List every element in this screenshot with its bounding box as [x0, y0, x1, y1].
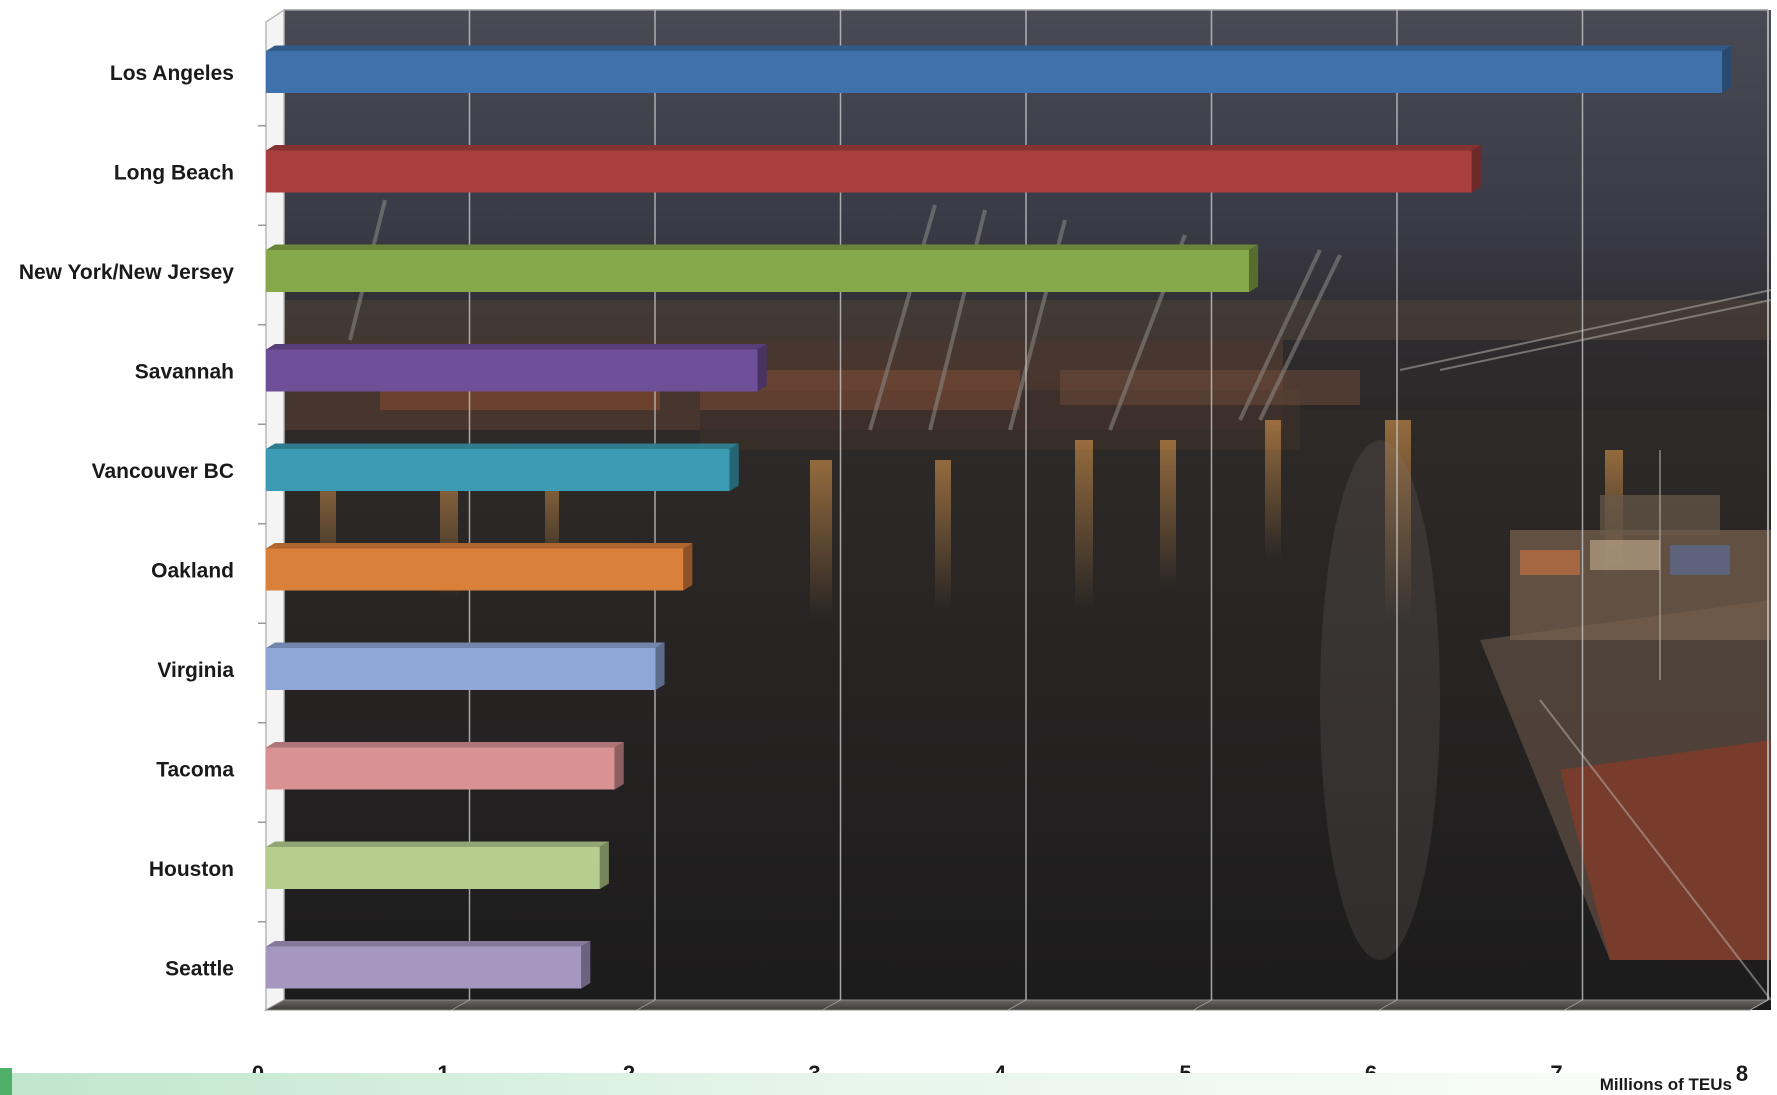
x-axis-title: Millions of TEUs	[1600, 1075, 1732, 1094]
bar-front-face	[266, 946, 582, 989]
category-label: New York/New Jersey	[19, 261, 234, 284]
category-label: Los Angeles	[110, 62, 234, 85]
category-label: Savannah	[135, 361, 234, 384]
category-label: Long Beach	[114, 162, 234, 185]
bar-front-face	[266, 150, 1472, 193]
bar-end-face	[581, 941, 591, 989]
bar-end-face	[1722, 45, 1732, 93]
category-label: Vancouver BC	[92, 460, 234, 483]
bar-top-face	[266, 642, 665, 648]
category-label: Seattle	[165, 958, 234, 981]
gridline-floor	[1193, 999, 1212, 1011]
footer-strip	[0, 1073, 1600, 1095]
bar	[266, 45, 1732, 93]
bar-top-face	[266, 45, 1732, 51]
x-tick-label: 8	[1736, 1061, 1748, 1086]
footer-accent	[0, 1068, 12, 1095]
gridline-floor	[1749, 999, 1769, 1011]
bar-top-face	[266, 145, 1481, 151]
bar	[266, 244, 1259, 292]
bar	[266, 742, 624, 790]
gridline-floor	[822, 999, 841, 1011]
bar	[266, 941, 591, 989]
bar-top-face	[266, 244, 1259, 250]
bar-top-face	[266, 543, 693, 549]
bars-group	[266, 45, 1732, 989]
bar	[266, 543, 693, 591]
bar	[266, 145, 1481, 193]
bar	[266, 443, 739, 491]
bar	[266, 642, 665, 690]
gridline-floor	[636, 999, 656, 1011]
gridline-floor	[1007, 999, 1027, 1011]
category-label: Oakland	[151, 560, 234, 583]
category-label: Houston	[149, 858, 234, 881]
bar-end-face	[1471, 145, 1481, 193]
bar-front-face	[266, 51, 1723, 93]
bar-front-face	[266, 250, 1250, 292]
bar-front-face	[266, 548, 684, 591]
bar-front-face	[266, 349, 758, 392]
bar-top-face	[266, 742, 624, 748]
bar	[266, 841, 609, 889]
bar-end-face	[683, 543, 693, 591]
gridline-floor	[1564, 999, 1583, 1011]
gridline-floor	[451, 999, 470, 1011]
gridline-floor	[1378, 999, 1398, 1011]
bar-end-face	[655, 642, 665, 690]
bar-end-face	[614, 742, 624, 790]
category-label: Tacoma	[156, 759, 234, 782]
bar	[266, 344, 767, 392]
bar-front-face	[266, 648, 656, 690]
bar-end-face	[599, 841, 609, 889]
bar-front-face	[266, 449, 730, 491]
bar-top-face	[266, 941, 591, 947]
bar-front-face	[266, 747, 615, 790]
category-label: Virginia	[157, 659, 234, 682]
category-labels: Los Angeles Long Beach New York/New Jersey…	[19, 62, 235, 981]
bar-top-face	[266, 443, 739, 449]
bar-top-face	[266, 344, 767, 350]
bar-top-face	[266, 841, 609, 847]
bar-end-face	[1249, 244, 1259, 292]
bar-end-face	[729, 443, 739, 491]
bar-end-face	[757, 344, 767, 392]
bar-front-face	[266, 847, 600, 889]
